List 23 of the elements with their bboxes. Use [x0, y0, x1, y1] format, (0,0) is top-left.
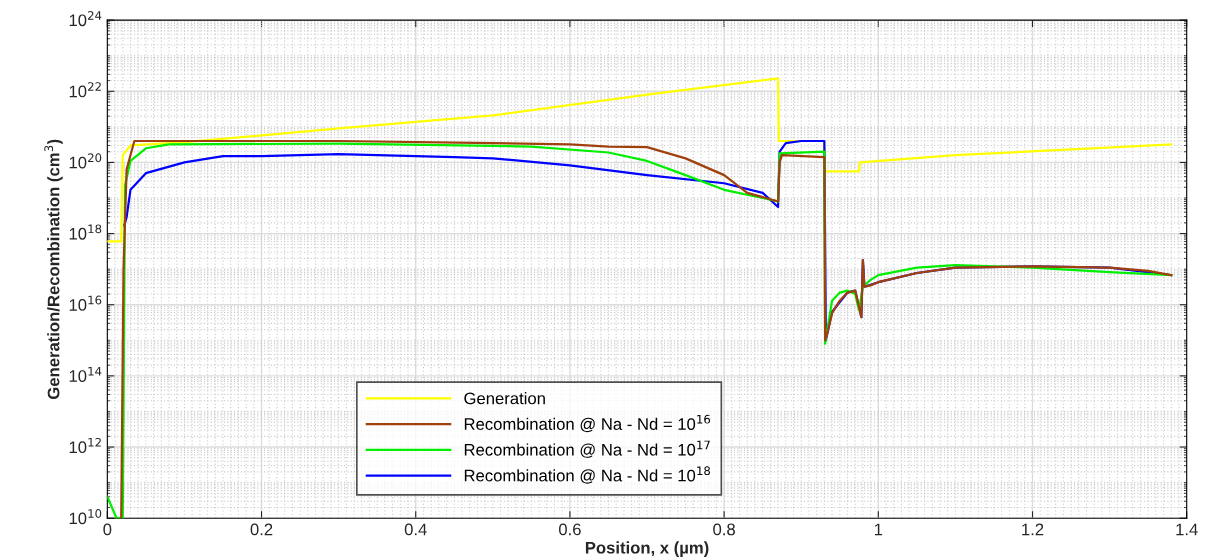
x-tick-label: 1.2 [1022, 523, 1044, 536]
x-axis-title: Position, x (µm) [585, 541, 709, 557]
y-tick-label: 10$^{16}$ [69, 295, 102, 311]
y-tick-label: 10$^{24}$ [69, 11, 102, 27]
legend-label: Recombination @ Na - Nd = 10$^{17}$ [464, 440, 710, 458]
y-tick-label: 10$^{22}$ [69, 82, 101, 98]
y-axis-title: Generation/Recombination (cm$^{3}$) [44, 139, 63, 399]
x-tick-label: 0 [103, 523, 112, 536]
x-tick-label: 0.2 [250, 523, 273, 536]
legend-label: Recombination @ Na - Nd = 10$^{18}$ [464, 466, 711, 484]
y-tick-label: 10$^{10}$ [69, 509, 102, 525]
y-tick-label: 10$^{18}$ [69, 224, 102, 240]
legend-label: Recombination @ Na - Nd = 10$^{16}$ [464, 414, 711, 433]
x-tick-label: 1.4 [1176, 523, 1198, 536]
line-series [107, 77, 1173, 243]
y-tick-label: 10$^{12}$ [69, 437, 101, 454]
x-tick-label: 1 [874, 523, 883, 536]
y-tick-label: 10$^{20}$ [69, 153, 102, 169]
x-tick-label: 0.4 [404, 523, 427, 536]
y-tick-label: 10$^{14}$ [69, 366, 102, 382]
x-tick-label: 0.6 [558, 523, 581, 536]
legend-label: Generation [464, 392, 545, 405]
x-tick-label: 0.8 [713, 523, 735, 536]
